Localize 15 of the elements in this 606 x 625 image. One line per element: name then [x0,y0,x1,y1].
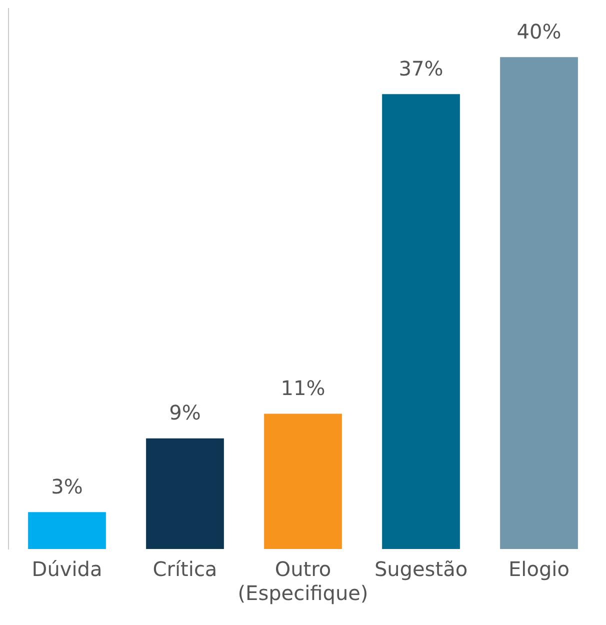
x-tick-label: Outro (Especifique) [238,557,368,606]
data-label: 40% [516,19,562,44]
bar [28,512,106,549]
bar [146,438,224,549]
bar [382,94,460,549]
data-label: 11% [280,376,326,400]
data-label: 3% [51,474,83,498]
bar [500,57,578,549]
data-label: 9% [169,400,201,425]
bar [264,414,342,549]
x-tick-label: Dúvida [32,557,102,582]
x-tick-label: Elogio [508,557,570,582]
x-tick-label: Crítica [152,557,218,582]
data-label: 37% [398,56,444,80]
x-tick-label: Sugestão [374,557,468,582]
